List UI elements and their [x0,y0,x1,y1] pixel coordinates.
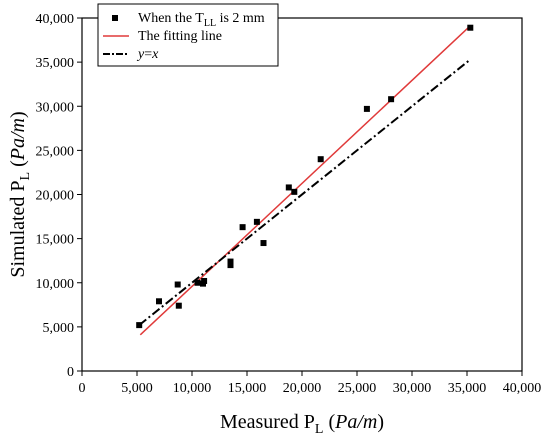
y-tick-label: 0 [67,365,74,380]
data-point [285,184,292,191]
data-point [156,298,162,305]
data-point [194,279,201,286]
x-tick-label: 0 [79,381,86,396]
y-tick-label: 30,000 [36,100,75,115]
legend-marker-square [112,15,118,21]
legend-label: When the TLL is 2 mm [138,11,265,29]
data-point [467,24,474,31]
x-tick-label: 25,000 [338,381,377,396]
legend-label: y=x [136,47,159,62]
data-point [291,188,298,195]
series-points [136,24,474,329]
x-tick-label: 35,000 [448,381,487,396]
y-axis-ticks: 0 5,000 10,000 15,000 20,000 25,000 30,000 35,0… [36,12,82,380]
legend-label: The fitting line [138,29,222,44]
data-point [201,277,208,284]
y-tick-label: 40,000 [36,12,75,27]
y-tick-label: 25,000 [36,144,75,159]
x-tick-label: 30,000 [393,381,432,396]
data-point [175,302,182,309]
data-point [227,258,234,265]
data-point [260,240,267,247]
data-point [227,262,234,269]
series-line-y-x [138,59,470,326]
series-lines [138,26,470,336]
x-tick-label: 20,000 [283,381,322,396]
y-tick-label: 5,000 [43,321,75,336]
y-tick-label: 20,000 [36,189,75,204]
series-line-the-fitting-line [139,26,470,336]
x-axis-ticks: 0 5,000 10,000 15,000 20,000 25,000 30,000 35,0… [79,371,542,396]
data-point [388,96,395,103]
data-point [317,156,324,163]
data-point [136,322,143,329]
legend-box [97,3,279,67]
y-tick-label: 15,000 [36,233,75,248]
x-tick-label: 15,000 [228,381,267,396]
x-tick-label: 10,000 [173,381,212,396]
x-tick-label: 5,000 [121,381,153,396]
y-tick-label: 10,000 [36,277,75,292]
data-point [363,105,370,112]
y-axis-title: Simulated PL (Pa/m) [7,111,33,277]
x-tick-label: 40,000 [503,381,542,396]
x-axis-title: Measured PL (Pa/m) [220,411,384,437]
data-point [239,224,246,231]
data-point [174,281,181,288]
y-tick-label: 35,000 [36,56,75,71]
data-point [253,218,260,225]
